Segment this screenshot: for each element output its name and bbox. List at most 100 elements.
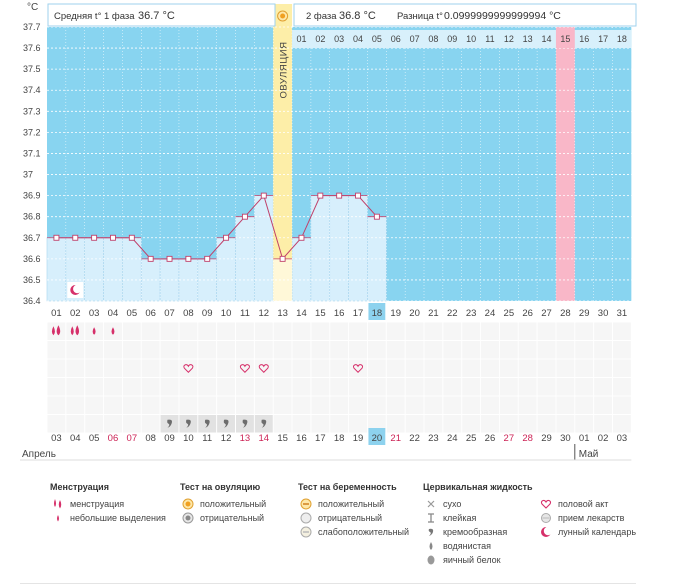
menstruation-icon <box>51 326 55 336</box>
mark-cell <box>160 396 179 414</box>
mark-cell <box>367 396 386 414</box>
legend-item-eggwhite: яичный белок <box>423 553 533 567</box>
legend-label: небольшие выделения <box>70 513 166 523</box>
mark-cell <box>198 322 217 340</box>
mark-cell <box>556 378 575 396</box>
mark-cell <box>254 322 273 340</box>
mark-cell <box>613 378 631 396</box>
mark-cell <box>424 415 443 433</box>
mark-cell <box>349 415 367 433</box>
creamy-icon <box>261 419 267 428</box>
phase2-day-label: 15 <box>560 34 570 44</box>
temp-point <box>317 192 324 199</box>
legend-ovulation-test: Тест на овуляцию положительный отрицател… <box>180 482 266 525</box>
mark-cell <box>66 415 85 433</box>
mark-cell <box>594 359 612 377</box>
calendar-date-label: 25 <box>466 433 477 444</box>
cycle-day-label: 14 <box>296 308 307 319</box>
mark-cell <box>424 359 443 377</box>
legend-ovtest-title: Тест на овуляцию <box>180 482 261 492</box>
mark-cell <box>85 378 104 396</box>
temp-point <box>53 234 60 241</box>
calendar-date-label: 22 <box>409 433 420 444</box>
mark-cell <box>518 322 537 340</box>
mark-cell <box>481 341 499 359</box>
mark-cell <box>556 396 575 414</box>
temp-point <box>166 255 173 262</box>
mark-cell <box>556 341 575 359</box>
phase2-header-pink <box>555 30 575 48</box>
cycle-day-label: 26 <box>522 308 533 319</box>
mark-cell <box>292 322 311 340</box>
mark-cell <box>405 378 424 396</box>
mark-cell <box>499 378 518 396</box>
cycle-day-label: 11 <box>240 308 250 319</box>
mark-cell <box>311 322 330 340</box>
mark-cell <box>462 341 481 359</box>
calendar-date-label: 03 <box>617 433 628 444</box>
phase2-day-label: 12 <box>504 34 514 44</box>
mark-cell <box>254 378 273 396</box>
mark-cell <box>537 322 556 340</box>
mark-cell <box>330 341 349 359</box>
y-tick-label: 37.2 <box>23 127 41 137</box>
legend-label: отрицательный <box>318 513 383 523</box>
mark-cell <box>66 396 85 414</box>
mark-cell <box>537 341 556 359</box>
mark-cell <box>66 322 85 340</box>
legend-pregnancy-test: Тест на беременность положительный отриц… <box>298 482 409 539</box>
phase2-day-label: 01 <box>296 34 306 44</box>
temp-point <box>336 192 343 199</box>
menstruation-icon <box>56 325 61 336</box>
phase2-day-label: 09 <box>447 34 457 44</box>
mark-cell <box>217 378 235 396</box>
cycle-day-label: 07 <box>164 308 175 319</box>
legend-label: сухо <box>443 499 462 509</box>
mark-cell <box>613 359 631 377</box>
pregtest-positive-icon <box>300 498 312 510</box>
heart-icon <box>239 364 250 373</box>
ovtest-negative-icon <box>182 512 194 524</box>
legend-other: половой акт прием лекарств лунный календ… <box>538 497 636 539</box>
phase2-header-row <box>292 30 632 48</box>
temp-bar <box>254 195 274 302</box>
creamy-icon <box>242 419 248 428</box>
mark-cell <box>499 359 518 377</box>
mark-cell <box>518 341 537 359</box>
mark-cell <box>367 378 386 396</box>
legend-item-spotting: небольшие выделения <box>50 511 166 525</box>
mark-cell <box>160 322 179 340</box>
mark-cell <box>85 396 104 414</box>
mark-cell <box>499 341 518 359</box>
y-tick-label: 37.4 <box>23 85 41 95</box>
cycle-day-label: 30 <box>598 308 609 319</box>
phase2-day-label: 08 <box>428 34 438 44</box>
mark-cell <box>179 359 198 377</box>
mark-cell <box>160 378 179 396</box>
mark-cell <box>575 322 594 340</box>
menstruation-icon <box>75 325 80 336</box>
mark-cell <box>405 396 424 414</box>
mark-cell <box>518 378 537 396</box>
ovulation-bar <box>273 258 293 301</box>
calendar-date-label: 11 <box>202 433 212 444</box>
mark-cell <box>518 396 537 414</box>
mark-cell <box>47 378 66 396</box>
mark-cell <box>141 359 160 377</box>
mark-cell <box>462 322 481 340</box>
mark-cell <box>613 341 631 359</box>
legend-item-sticky: клейкая <box>423 511 533 525</box>
calendar-date-label: 02 <box>598 433 609 444</box>
cycle-day-label: 27 <box>541 308 552 319</box>
mark-cell <box>141 415 160 433</box>
creamy-icon <box>167 419 173 428</box>
legend-item-menstruation: менструация <box>50 497 166 511</box>
mark-cell <box>349 322 367 340</box>
mark-cell <box>481 396 499 414</box>
calendar-date-label: 07 <box>127 433 138 444</box>
mark-cell <box>122 415 141 433</box>
mark-cell <box>66 378 85 396</box>
calendar-date-label: 18 <box>334 433 345 444</box>
mark-cell <box>311 378 330 396</box>
small-drop-icon <box>52 512 64 524</box>
